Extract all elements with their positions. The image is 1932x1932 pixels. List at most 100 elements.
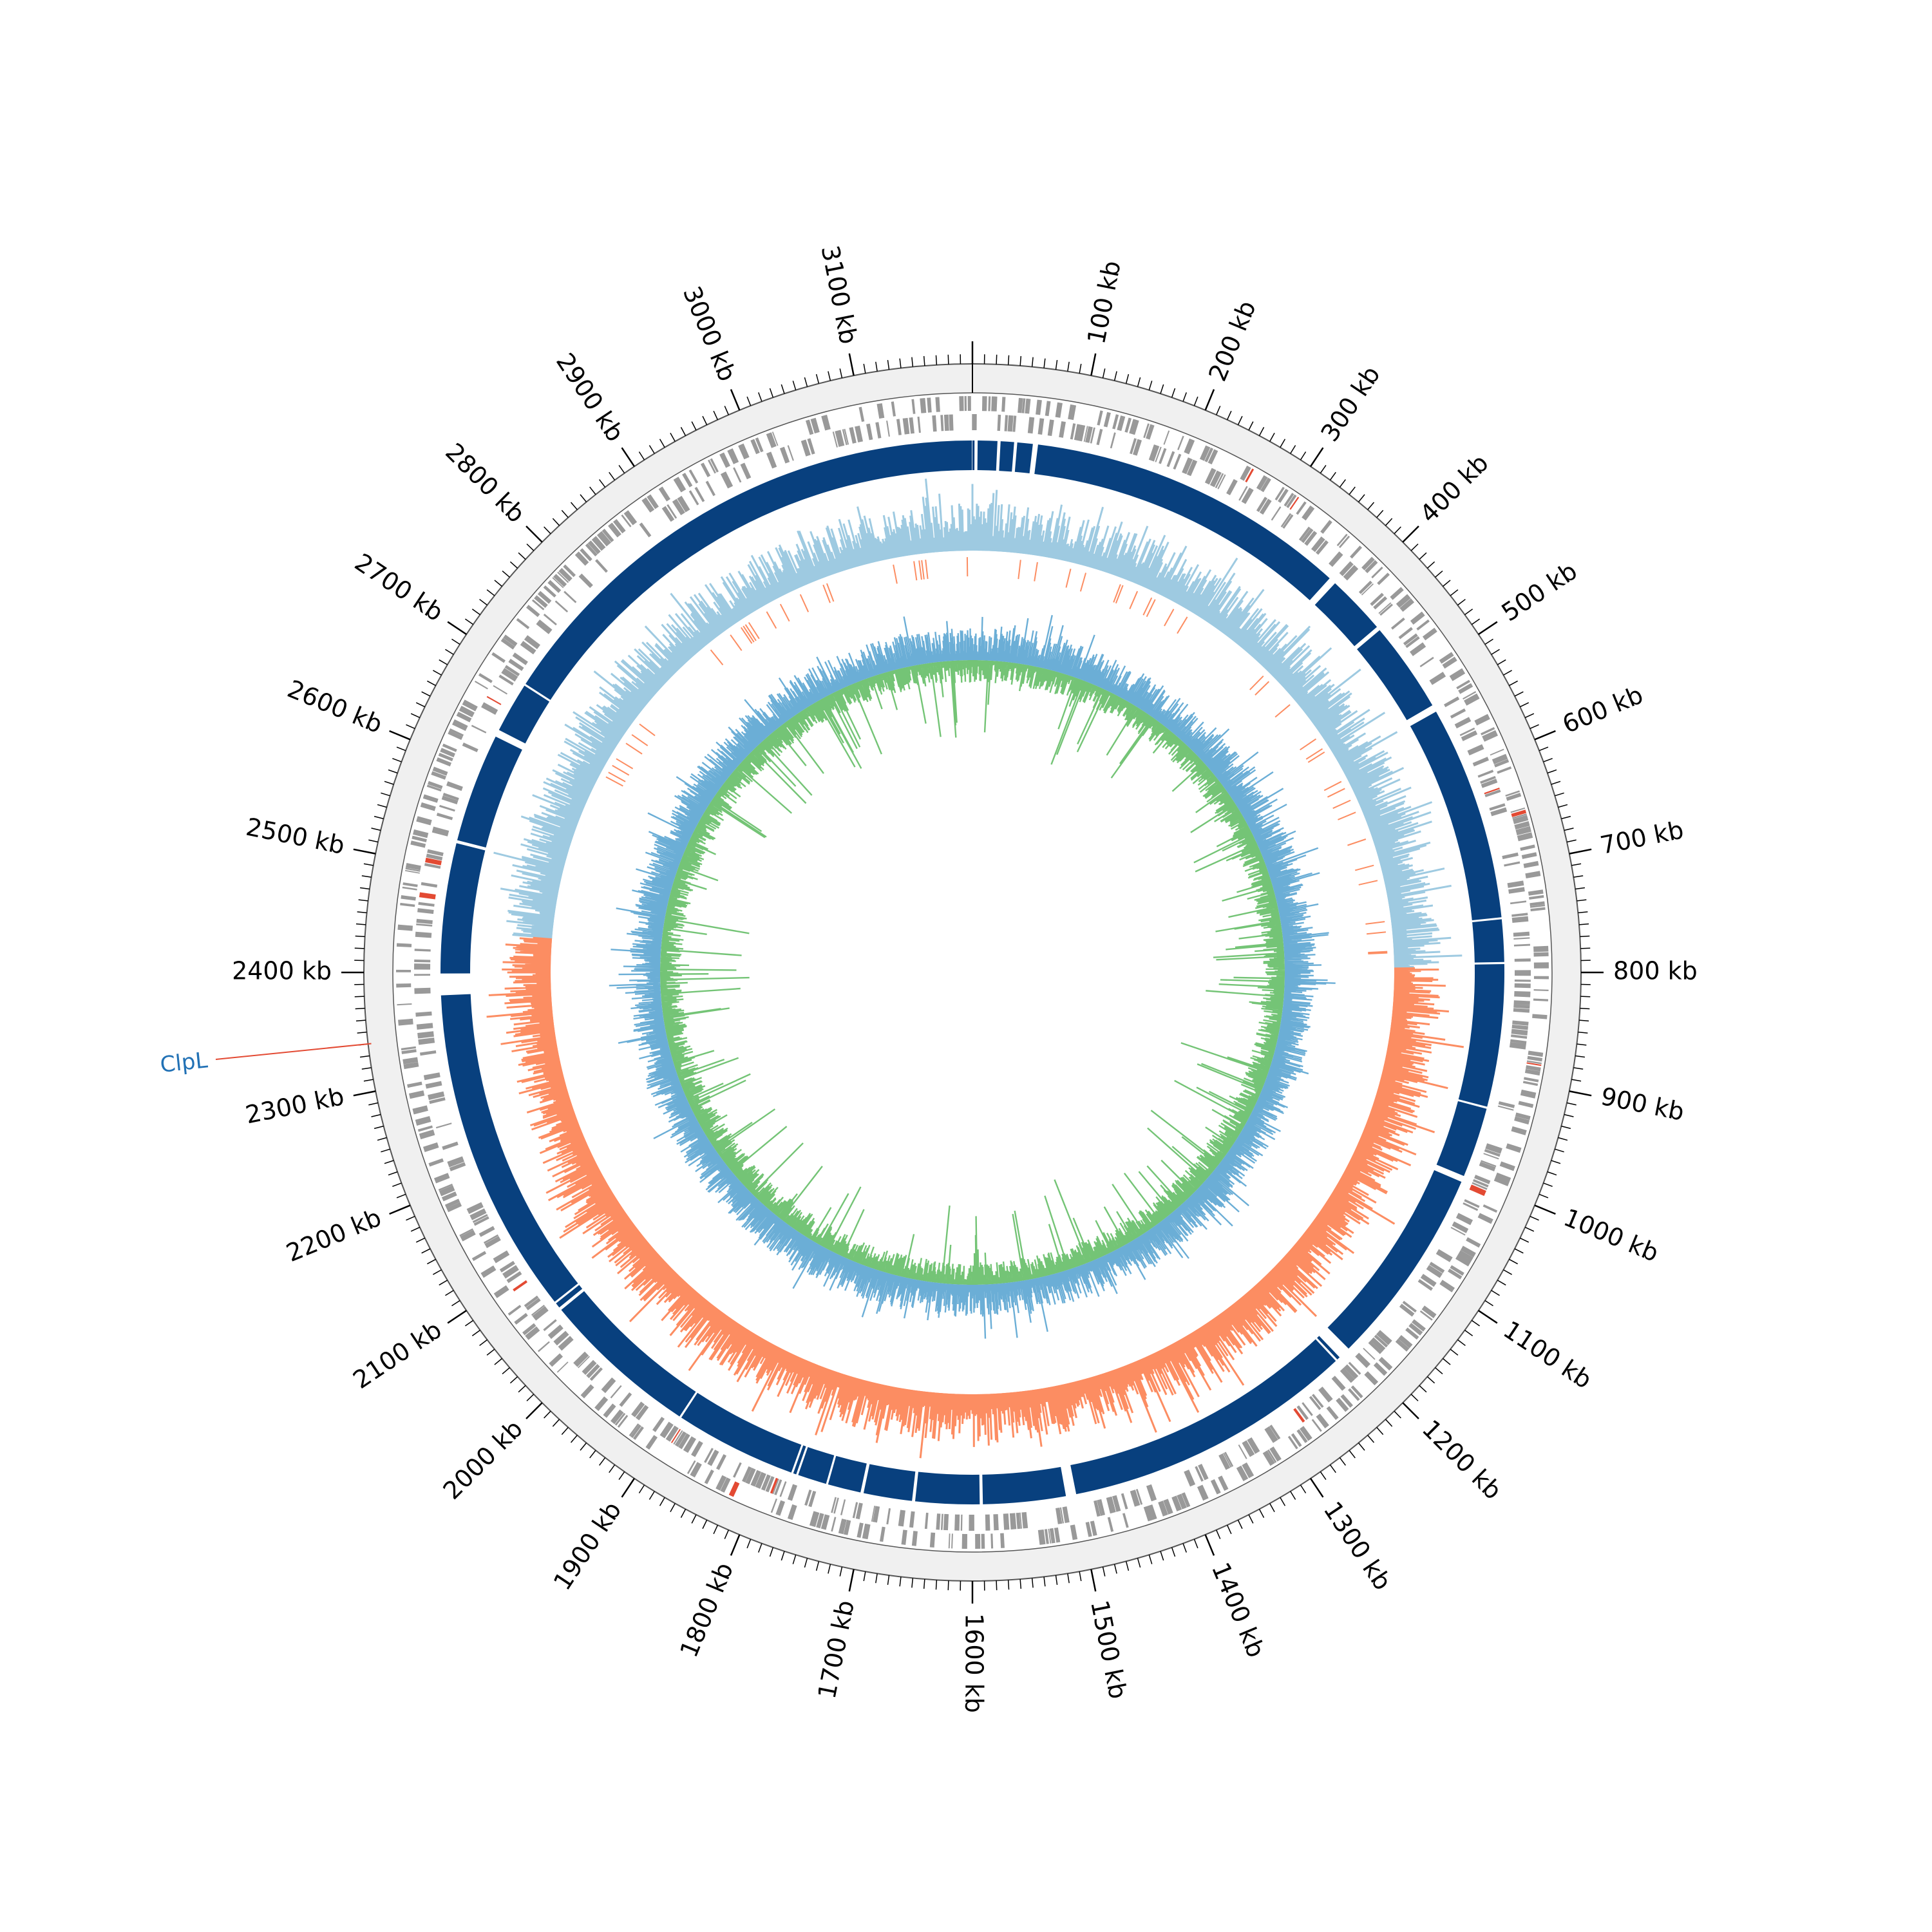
minor-tick — [1280, 1497, 1286, 1506]
tick-marks — [341, 341, 1604, 1604]
major-tick — [353, 848, 376, 855]
minor-tick — [580, 1443, 587, 1451]
outer-band-inner — [393, 393, 1552, 1552]
minor-tick — [451, 1300, 460, 1307]
minor-tick — [357, 1031, 367, 1034]
minor-tick — [570, 1435, 578, 1443]
minor-tick — [1491, 649, 1500, 655]
minor-tick — [839, 368, 843, 379]
minor-tick — [1566, 1102, 1577, 1106]
major-tick — [1204, 389, 1215, 411]
minor-tick — [1509, 1258, 1518, 1265]
minor-tick — [1349, 1450, 1356, 1459]
minor-tick — [618, 464, 625, 474]
minor-tick — [1530, 724, 1539, 729]
minor-tick — [1113, 1564, 1117, 1574]
major-tick — [1569, 848, 1592, 855]
minor-tick — [1530, 1216, 1539, 1221]
minor-tick — [1329, 1464, 1336, 1473]
tick-label: 2700 kb — [350, 548, 448, 627]
minor-tick — [609, 471, 616, 480]
minor-tick — [1575, 887, 1586, 890]
contig-block — [440, 843, 486, 974]
minor-tick — [1226, 410, 1232, 421]
minor-tick — [1031, 1578, 1034, 1588]
minor-tick — [471, 609, 480, 616]
major-tick — [621, 1478, 636, 1498]
minor-tick — [713, 410, 719, 421]
minor-tick — [1484, 1300, 1493, 1307]
minor-tick — [1280, 439, 1286, 448]
minor-tick — [544, 526, 551, 535]
minor-tick — [1258, 1509, 1265, 1518]
contig-block — [1436, 1101, 1487, 1177]
minor-tick — [388, 769, 398, 774]
clpl-gene-label: ClpL — [159, 1047, 209, 1077]
minor-tick — [1577, 899, 1587, 902]
contig-block — [1317, 1336, 1340, 1360]
minor-tick — [1555, 1148, 1564, 1153]
minor-tick — [1435, 570, 1443, 578]
minor-tick — [996, 354, 998, 365]
minor-tick — [649, 445, 655, 454]
tick-label: 1600 kb — [960, 1613, 989, 1713]
minor-tick — [804, 1558, 808, 1568]
minor-tick — [659, 1497, 665, 1506]
minor-tick — [1339, 479, 1347, 488]
major-tick — [1090, 1569, 1097, 1592]
minor-tick — [1148, 1555, 1153, 1564]
minor-tick — [1226, 1524, 1232, 1535]
contig-block — [863, 1464, 916, 1501]
minor-tick — [1491, 1290, 1500, 1296]
minor-tick — [502, 1367, 510, 1375]
minor-tick — [1419, 552, 1427, 560]
minor-tick — [638, 1484, 645, 1493]
minor-tick — [406, 724, 415, 729]
tick-label: 1900 kb — [548, 1497, 627, 1595]
minor-tick — [502, 570, 510, 578]
minor-tick — [598, 1457, 606, 1466]
clpl-pointer-line — [215, 1043, 372, 1060]
minor-tick — [1376, 509, 1384, 518]
minor-tick — [1543, 1182, 1553, 1187]
tick-label: 1800 kb — [674, 1558, 739, 1662]
gc-content-track — [609, 614, 1336, 1339]
minor-tick — [570, 502, 578, 510]
tick-label: 900 kb — [1598, 1082, 1687, 1126]
minor-tick — [1079, 363, 1082, 374]
minor-tick — [561, 1426, 569, 1435]
gc-skew-negative — [486, 936, 1464, 1459]
tick-label: 700 kb — [1598, 815, 1686, 860]
gc-content-above — [609, 614, 1336, 1339]
minor-tick — [618, 1471, 625, 1481]
minor-tick — [1019, 1579, 1022, 1589]
minor-tick — [471, 1329, 480, 1336]
contig-block — [457, 736, 522, 848]
minor-tick — [1216, 1530, 1221, 1539]
minor-tick — [1320, 1471, 1327, 1481]
major-tick — [848, 1569, 855, 1592]
minor-tick — [1019, 355, 1022, 366]
minor-tick — [1577, 1043, 1587, 1046]
minor-tick — [1394, 1410, 1401, 1419]
minor-tick — [359, 887, 370, 890]
minor-tick — [580, 494, 587, 502]
minor-tick — [1551, 1160, 1561, 1164]
minor-tick — [1248, 421, 1254, 431]
minor-tick — [371, 1113, 381, 1117]
minor-tick — [724, 406, 729, 415]
minor-tick — [1385, 1419, 1393, 1427]
tick-label: 800 kb — [1613, 957, 1698, 985]
minor-tick — [1137, 1558, 1141, 1568]
minor-tick — [509, 561, 518, 569]
gc-skew-positive — [493, 478, 1463, 969]
minor-tick — [609, 1464, 616, 1473]
minor-tick — [1426, 561, 1435, 569]
minor-tick — [1457, 598, 1466, 606]
minor-tick — [445, 649, 454, 655]
contig-block — [972, 440, 975, 471]
minor-tick — [1573, 875, 1584, 878]
minor-tick — [911, 357, 914, 367]
minor-tick — [415, 1237, 426, 1243]
minor-tick — [1578, 911, 1588, 914]
